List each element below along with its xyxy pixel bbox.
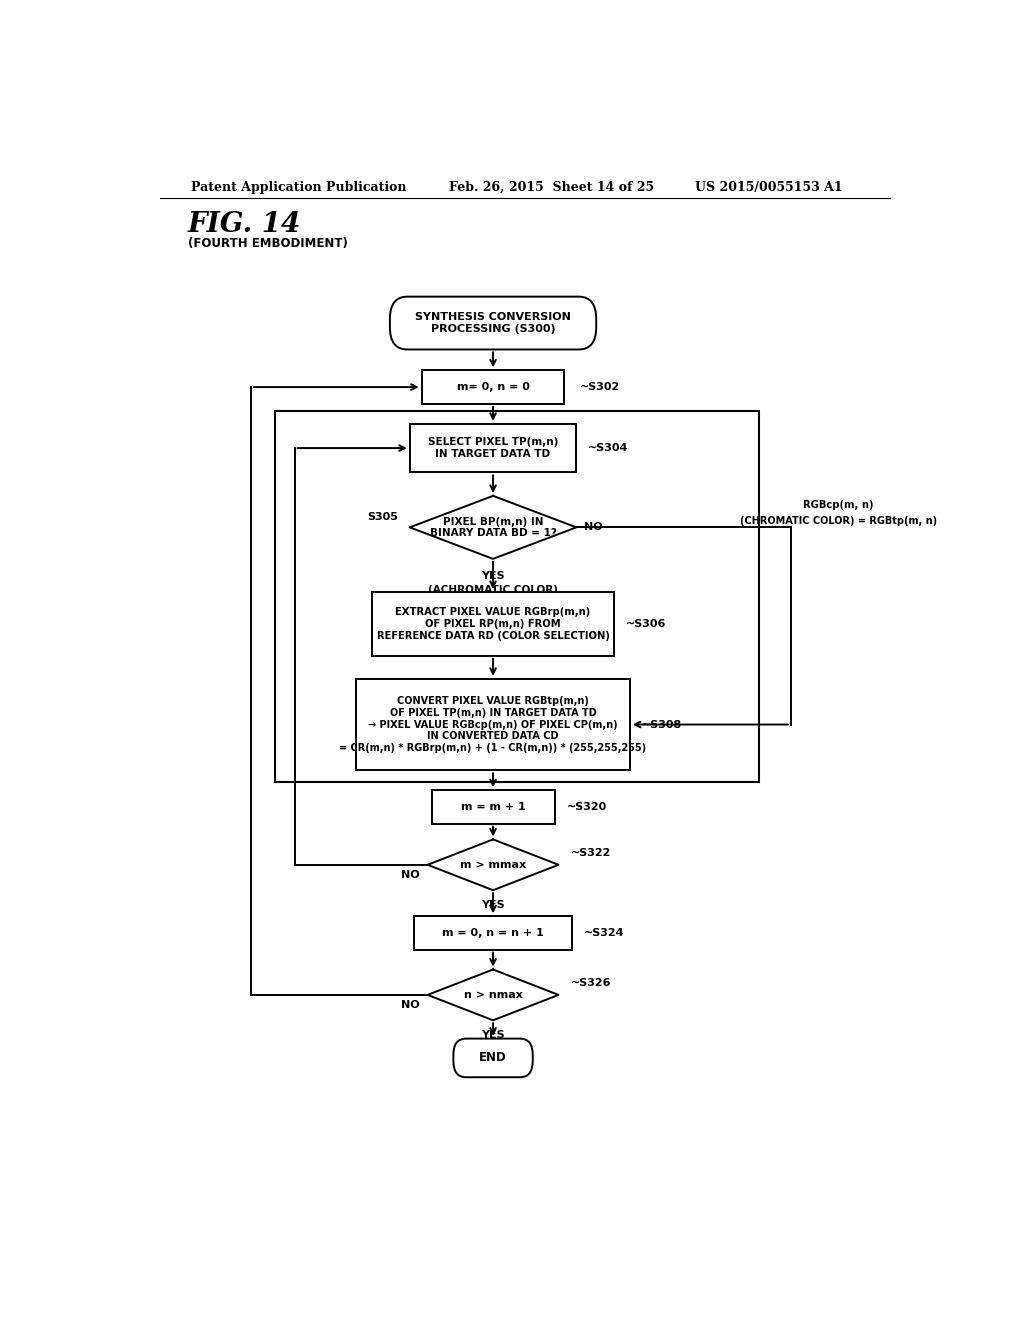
Text: SYNTHESIS CONVERSION
PROCESSING (S300): SYNTHESIS CONVERSION PROCESSING (S300) (415, 313, 571, 334)
Text: ~S320: ~S320 (566, 801, 606, 812)
Text: n > nmax: n > nmax (464, 990, 522, 999)
Text: YES: YES (481, 572, 505, 581)
Text: ~S324: ~S324 (585, 928, 625, 939)
Text: NO: NO (585, 523, 603, 532)
Text: m= 0, n = 0: m= 0, n = 0 (457, 381, 529, 392)
Text: NO: NO (401, 1001, 420, 1010)
Text: YES: YES (481, 1031, 505, 1040)
Text: m > mmax: m > mmax (460, 859, 526, 870)
Text: m = 0, n = n + 1: m = 0, n = n + 1 (442, 928, 544, 939)
Text: m = m + 1: m = m + 1 (461, 801, 525, 812)
Text: RGBcp(m, n): RGBcp(m, n) (803, 500, 873, 510)
Text: PIXEL BP(m,n) IN
BINARY DATA BD = 1?: PIXEL BP(m,n) IN BINARY DATA BD = 1? (430, 516, 556, 539)
Bar (274, 412, 759, 783)
FancyBboxPatch shape (390, 297, 596, 350)
Text: ~S326: ~S326 (570, 978, 611, 987)
Text: YES: YES (481, 900, 505, 911)
Polygon shape (428, 840, 558, 890)
Text: NO: NO (401, 870, 420, 880)
Bar (372, 591, 614, 656)
Text: (CHROMATIC COLOR) = RGBtp(m, n): (CHROMATIC COLOR) = RGBtp(m, n) (739, 516, 937, 527)
Text: ~S308: ~S308 (642, 719, 682, 730)
Bar (356, 678, 630, 771)
Text: ~S306: ~S306 (626, 619, 667, 628)
Text: EXTRACT PIXEL VALUE RGBrp(m,n)
OF PIXEL RP(m,n) FROM
REFERENCE DATA RD (COLOR SE: EXTRACT PIXEL VALUE RGBrp(m,n) OF PIXEL … (377, 607, 609, 640)
Bar (410, 424, 577, 473)
Text: S305: S305 (367, 512, 397, 523)
Text: ~S302: ~S302 (581, 381, 621, 392)
Text: Patent Application Publication: Patent Application Publication (191, 181, 407, 194)
Text: (FOURTH EMBODIMENT): (FOURTH EMBODIMENT) (187, 238, 347, 251)
Polygon shape (428, 969, 558, 1020)
Text: END: END (479, 1052, 507, 1064)
Text: FIG. 14: FIG. 14 (187, 211, 301, 238)
Bar (431, 791, 555, 824)
Text: CONVERT PIXEL VALUE RGBtp(m,n)
OF PIXEL TP(m,n) IN TARGET DATA TD
→ PIXEL VALUE : CONVERT PIXEL VALUE RGBtp(m,n) OF PIXEL … (339, 697, 647, 752)
Text: (ACHROMATIC COLOR): (ACHROMATIC COLOR) (428, 585, 558, 595)
Bar (414, 916, 572, 949)
Text: SELECT PIXEL TP(m,n)
IN TARGET DATA TD: SELECT PIXEL TP(m,n) IN TARGET DATA TD (428, 437, 558, 459)
Text: ~S304: ~S304 (588, 444, 629, 453)
Text: US 2015/0055153 A1: US 2015/0055153 A1 (695, 181, 843, 194)
FancyBboxPatch shape (454, 1039, 532, 1077)
Polygon shape (410, 496, 577, 558)
Bar (422, 371, 564, 404)
Text: Feb. 26, 2015  Sheet 14 of 25: Feb. 26, 2015 Sheet 14 of 25 (450, 181, 654, 194)
Text: ~S322: ~S322 (570, 847, 610, 858)
